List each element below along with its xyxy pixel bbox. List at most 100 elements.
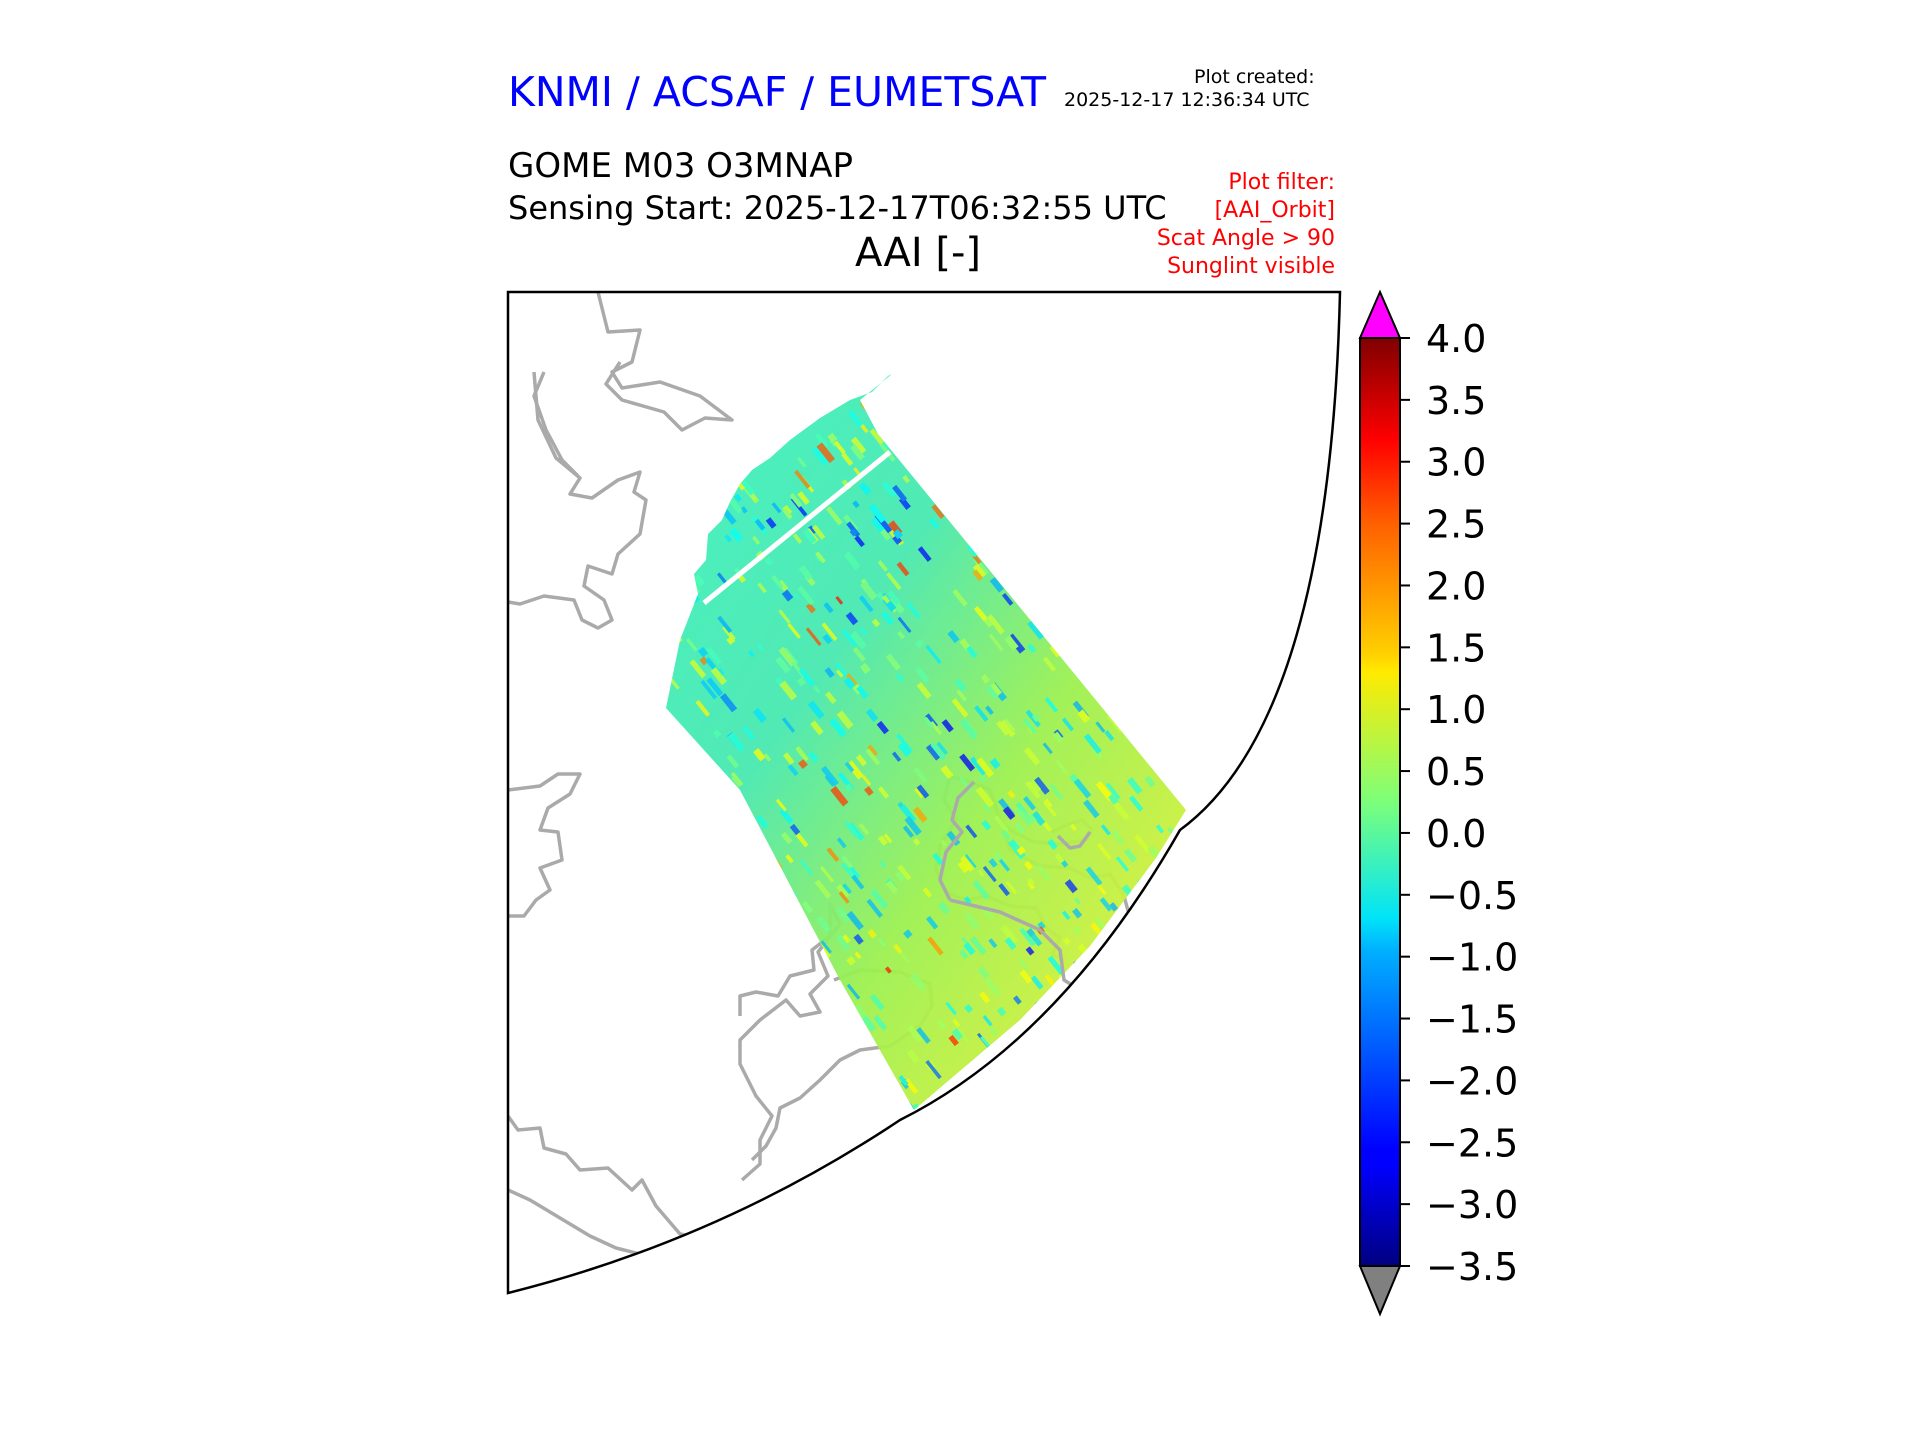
swath-pixel — [892, 534, 903, 545]
colorbar-tick-label: 1.5 — [1426, 626, 1486, 670]
swath-pixel — [1074, 897, 1081, 905]
swath-pixel — [1175, 979, 1186, 997]
swath-pixel — [902, 474, 911, 484]
swath-pixel — [876, 592, 886, 602]
swath-pixel — [998, 883, 1010, 897]
swath-pixel — [916, 784, 930, 799]
swath-pixel — [984, 1061, 1000, 1078]
plot-filter-sunglint: Sunglint visible — [1167, 254, 1335, 279]
swath-pixel — [1095, 634, 1107, 645]
swath-pixel — [713, 1024, 723, 1035]
swath-pixel — [1146, 719, 1161, 735]
swath-pixel — [709, 464, 720, 475]
swath-pixel — [1196, 939, 1205, 950]
swath-pixel — [1092, 671, 1110, 691]
swath-pixel — [676, 1001, 692, 1019]
swath-pixel — [700, 794, 717, 813]
swath-pixel — [1000, 924, 1019, 945]
swath-pixel — [1151, 1114, 1155, 1119]
swath-pixel — [850, 444, 865, 461]
swath-pixel — [879, 399, 891, 412]
swath-pixel — [844, 783, 853, 792]
swath-pixel — [1189, 463, 1199, 476]
swath-pixel — [1092, 1050, 1102, 1059]
swath-pixel — [1154, 419, 1168, 436]
swath-pixel — [1024, 504, 1042, 525]
swath-pixel — [676, 830, 693, 850]
swath-pixel — [1093, 632, 1104, 644]
swath-pixel — [888, 418, 900, 430]
swath-pixel — [1180, 402, 1186, 411]
swath-pixel — [1005, 443, 1020, 460]
swath-pixel — [850, 436, 867, 454]
swath-pixel — [1117, 434, 1131, 450]
swath-pixel — [799, 859, 814, 876]
swath-pixel — [884, 1089, 902, 1109]
swath-pixel — [1072, 925, 1082, 935]
swath-pixel — [1073, 646, 1086, 660]
swath-pixel — [963, 896, 972, 905]
swath-pixel — [684, 966, 701, 987]
swath-pixel — [927, 936, 944, 956]
swath-pixel — [807, 700, 825, 720]
swath-pixel — [666, 827, 674, 845]
swath-pixel — [852, 646, 866, 663]
swath-pixel — [979, 774, 987, 783]
swath-pixel — [712, 729, 722, 738]
swath-pixel — [1055, 497, 1065, 507]
swath-pixel — [1011, 401, 1022, 412]
swath-pixel — [1029, 1041, 1044, 1059]
colorbar-tick-label: 2.5 — [1426, 503, 1486, 547]
swath-pixel — [688, 761, 697, 770]
colorbar-tick-label: −1.5 — [1426, 998, 1518, 1042]
swath-pixel — [903, 929, 913, 939]
swath-pixel — [986, 614, 1005, 635]
swath-pixel — [1079, 1000, 1092, 1014]
swath-pixel — [1178, 729, 1186, 738]
swath-pixel — [683, 937, 691, 946]
swath-pixel — [1002, 1109, 1011, 1110]
swath-pixel — [860, 580, 878, 601]
swath-pixel — [892, 484, 908, 502]
swath-pixel — [973, 412, 988, 429]
swath-pixel — [726, 754, 740, 769]
swath-pixel — [906, 1024, 924, 1043]
swath-pixel — [1095, 994, 1110, 1012]
swath-pixel — [1153, 474, 1163, 484]
swath-pixel — [1137, 412, 1145, 420]
swath-pixel — [1011, 559, 1027, 577]
swath-pixel — [1108, 902, 1119, 912]
swath-pixel — [930, 742, 946, 761]
swath-pixel — [1192, 518, 1203, 531]
swath-pixel — [892, 529, 903, 540]
colorbar-tick-label: 3.0 — [1426, 441, 1486, 485]
swath-pixel — [849, 528, 858, 537]
swath-pixel — [885, 653, 901, 671]
swath-pixel — [702, 1002, 713, 1014]
swath-pixel — [1153, 640, 1170, 659]
swath-pixel — [989, 757, 1001, 770]
swath-pixel — [685, 449, 700, 466]
swath-pixel — [897, 630, 906, 640]
swath-pixel — [697, 512, 708, 524]
plot-filter-orbit: [AAI_Orbit] — [1214, 198, 1335, 223]
swath-pixel — [798, 667, 816, 687]
swath-pixel — [1185, 606, 1186, 622]
swath-pixel — [685, 637, 698, 652]
colorbar-tick-label: −1.0 — [1426, 936, 1518, 980]
swath-pixel — [1042, 656, 1057, 672]
swath-pixel — [1180, 966, 1186, 979]
swath-pixel — [916, 682, 932, 699]
swath-pixel — [963, 942, 976, 956]
swath-pixel — [797, 491, 810, 505]
swath-pixel — [855, 754, 867, 767]
swath-pixel — [719, 1098, 731, 1110]
swath-pixel — [1037, 921, 1046, 930]
swath-pixel — [836, 710, 854, 730]
swath-pixel — [820, 765, 839, 787]
swath-pixel — [1030, 975, 1044, 990]
swath-pixel — [807, 525, 817, 535]
swath-pixel — [676, 985, 689, 999]
swath-pixel — [891, 751, 902, 762]
swath-pixel — [787, 764, 799, 777]
